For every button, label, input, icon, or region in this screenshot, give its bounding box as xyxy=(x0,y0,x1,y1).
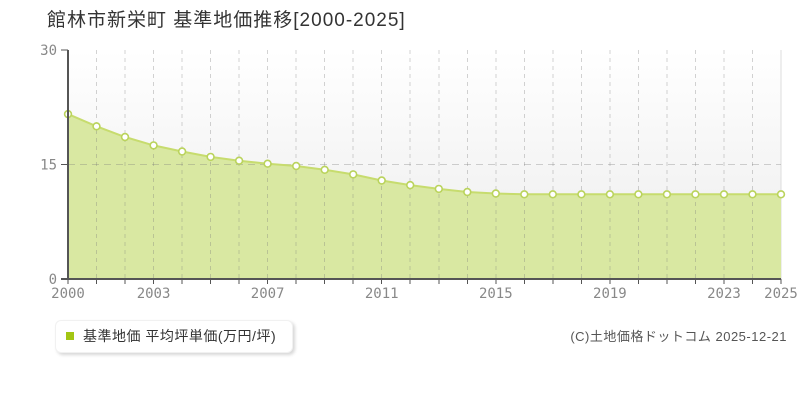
x-tick-label: 2023 xyxy=(707,286,741,302)
x-tick-label: 2003 xyxy=(137,286,171,302)
data-point xyxy=(377,176,386,185)
x-tick-label: 2000 xyxy=(51,286,85,302)
y-tick-label: 30 xyxy=(40,43,57,59)
data-point xyxy=(719,190,729,199)
series-line xyxy=(67,113,781,196)
data-point xyxy=(177,147,187,156)
data-point xyxy=(320,165,329,175)
data-point xyxy=(662,190,672,199)
x-tick-label: 2011 xyxy=(365,286,399,302)
data-point xyxy=(263,159,272,168)
y-tick-label: 15 xyxy=(40,158,57,174)
data-point xyxy=(206,152,215,162)
data-point xyxy=(434,184,443,194)
data-point xyxy=(463,187,472,197)
data-point xyxy=(691,190,700,199)
data-point xyxy=(292,161,301,171)
x-tick-label: 2025 xyxy=(764,286,798,302)
data-point xyxy=(520,190,529,199)
series-area-fill xyxy=(68,114,781,279)
page-title: 館林市新栄町 基準地価推移[2000-2025] xyxy=(47,10,406,31)
data-point xyxy=(349,170,358,179)
legend: 基準地価 平均坪単価(万円/坪) xyxy=(55,320,294,353)
x-tick-label: 2007 xyxy=(251,286,285,302)
data-point xyxy=(406,180,415,190)
data-point xyxy=(548,190,557,199)
data-point xyxy=(491,189,500,198)
legend-series-marker-icon xyxy=(66,332,74,340)
data-point xyxy=(149,141,158,150)
data-point xyxy=(776,190,786,199)
y-tick-label: 0 xyxy=(49,272,57,288)
data-point xyxy=(634,190,643,199)
copyright-text: (C)土地価格ドットコム 2025-12-21 xyxy=(570,329,787,344)
data-point xyxy=(748,190,757,199)
data-point xyxy=(577,190,586,199)
legend-series-label: 基準地価 平均坪単価(万円/坪) xyxy=(83,328,277,344)
land-price-area-chart: 0 15 30 2000 2003 2007 2011 2015 2019 2023 2025 xyxy=(40,43,798,302)
x-tick-label: 2015 xyxy=(479,286,513,302)
data-point xyxy=(234,156,244,165)
x-tick-label: 2019 xyxy=(593,286,627,302)
data-point xyxy=(120,132,130,142)
data-point xyxy=(92,122,101,131)
data-point xyxy=(605,190,615,199)
